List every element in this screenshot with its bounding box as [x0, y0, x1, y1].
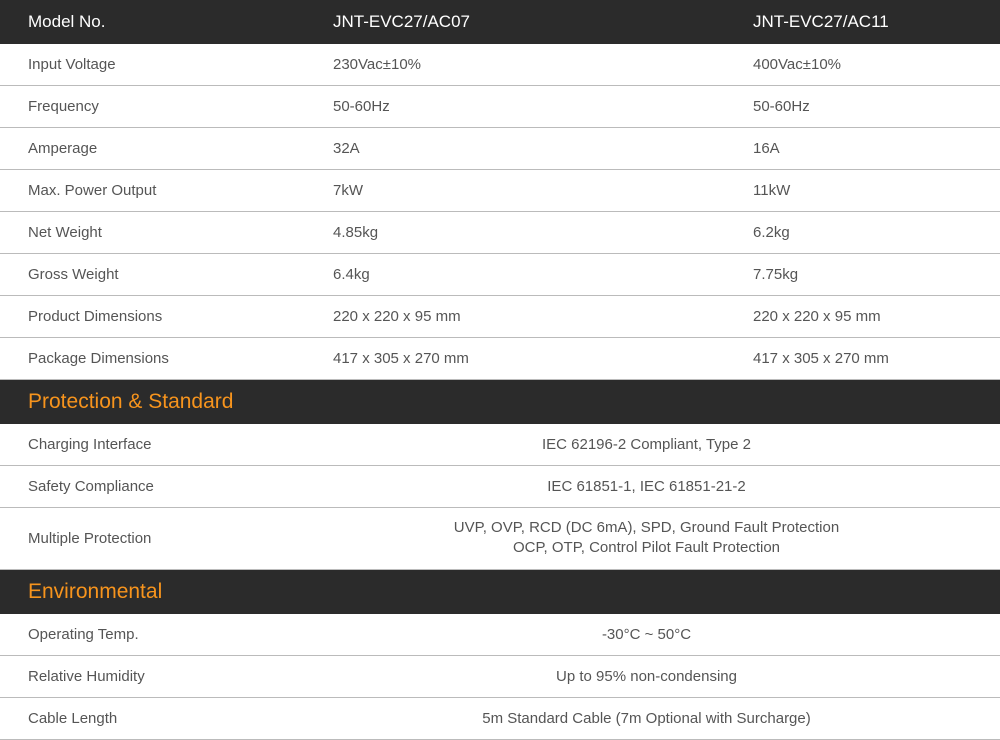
- spec-value-model1: 32A: [333, 140, 753, 157]
- table-row: Charging InterfaceIEC 62196-2 Compliant,…: [0, 424, 1000, 466]
- spec-label: Amperage: [28, 140, 333, 157]
- spec-label: Multiple Protection: [28, 530, 333, 547]
- section-title: Environmental: [28, 580, 1000, 604]
- spec-label: Safety Compliance: [28, 478, 333, 495]
- table-row: Net Weight4.85kg6.2kg: [0, 212, 1000, 254]
- section-protection-body: Charging InterfaceIEC 62196-2 Compliant,…: [0, 424, 1000, 570]
- spec-value-model1: 50-60Hz: [333, 98, 753, 115]
- spec-label: Operating Temp.: [28, 626, 333, 643]
- header-model-1: JNT-EVC27/AC07: [333, 12, 753, 32]
- spec-label: Package Dimensions: [28, 350, 333, 367]
- table-row: Input Voltage230Vac±10%400Vac±10%: [0, 44, 1000, 86]
- spec-value-model2: 7.75kg: [753, 266, 1000, 283]
- header-model-2: JNT-EVC27/AC11: [753, 12, 1000, 32]
- spec-value-model2: 6.2kg: [753, 224, 1000, 241]
- spec-value-model1: 7kW: [333, 182, 753, 199]
- spec-label: Product Dimensions: [28, 308, 333, 325]
- spec-label: Input Voltage: [28, 56, 333, 73]
- spec-value: IEC 62196-2 Compliant, Type 2: [333, 436, 1000, 453]
- spec-value: 5m Standard Cable (7m Optional with Surc…: [333, 710, 1000, 727]
- spec-value: IEC 61851-1, IEC 61851-21-2: [333, 478, 1000, 495]
- section-title: Protection & Standard: [28, 390, 1000, 414]
- spec-value-model2: 417 x 305 x 270 mm: [753, 350, 1000, 367]
- spec-value-model2: 400Vac±10%: [753, 56, 1000, 73]
- table-row: Frequency50-60Hz50-60Hz: [0, 86, 1000, 128]
- table-row: Cable Length5m Standard Cable (7m Option…: [0, 698, 1000, 740]
- spec-label: Net Weight: [28, 224, 333, 241]
- spec-value: Up to 95% non-condensing: [333, 668, 1000, 685]
- spec-label: Relative Humidity: [28, 668, 333, 685]
- spec-value: -30°C ~ 50°C: [333, 626, 1000, 643]
- spec-label: Max. Power Output: [28, 182, 333, 199]
- spec-label: Cable Length: [28, 710, 333, 727]
- spec-value-model2: 220 x 220 x 95 mm: [753, 308, 1000, 325]
- spec-label: Frequency: [28, 98, 333, 115]
- section-environmental-header: Environmental: [0, 570, 1000, 614]
- spec-label: Gross Weight: [28, 266, 333, 283]
- spec-value-model2: 11kW: [753, 182, 1000, 199]
- spec-label: Charging Interface: [28, 436, 333, 453]
- spec-value-model2: 50-60Hz: [753, 98, 1000, 115]
- table-row: Product Dimensions220 x 220 x 95 mm220 x…: [0, 296, 1000, 338]
- table-row: Multiple ProtectionUVP, OVP, RCD (DC 6mA…: [0, 508, 1000, 570]
- table-header-row: Model No. JNT-EVC27/AC07 JNT-EVC27/AC11: [0, 0, 1000, 44]
- table-row: Gross Weight6.4kg7.75kg: [0, 254, 1000, 296]
- table-row: Relative HumidityUp to 95% non-condensin…: [0, 656, 1000, 698]
- table-row: Safety ComplianceIEC 61851-1, IEC 61851-…: [0, 466, 1000, 508]
- table-row: Amperage32A16A: [0, 128, 1000, 170]
- spec-value-model1: 230Vac±10%: [333, 56, 753, 73]
- table-row: Operating Temp.-30°C ~ 50°C: [0, 614, 1000, 656]
- section-protection-header: Protection & Standard: [0, 380, 1000, 424]
- table-row: Max. Power Output7kW11kW: [0, 170, 1000, 212]
- specs-body: Input Voltage230Vac±10%400Vac±10%Frequen…: [0, 44, 1000, 380]
- spec-value-model1: 6.4kg: [333, 266, 753, 283]
- spec-value-model1: 220 x 220 x 95 mm: [333, 308, 753, 325]
- spec-value-model1: 4.85kg: [333, 224, 753, 241]
- section-environmental-body: Operating Temp.-30°C ~ 50°CRelative Humi…: [0, 614, 1000, 740]
- spec-value-model2: 16A: [753, 140, 1000, 157]
- header-label: Model No.: [28, 12, 333, 32]
- spec-table: Model No. JNT-EVC27/AC07 JNT-EVC27/AC11 …: [0, 0, 1000, 740]
- table-row: Package Dimensions417 x 305 x 270 mm417 …: [0, 338, 1000, 380]
- spec-value-model1: 417 x 305 x 270 mm: [333, 350, 753, 367]
- spec-value: UVP, OVP, RCD (DC 6mA), SPD, Ground Faul…: [333, 518, 1000, 559]
